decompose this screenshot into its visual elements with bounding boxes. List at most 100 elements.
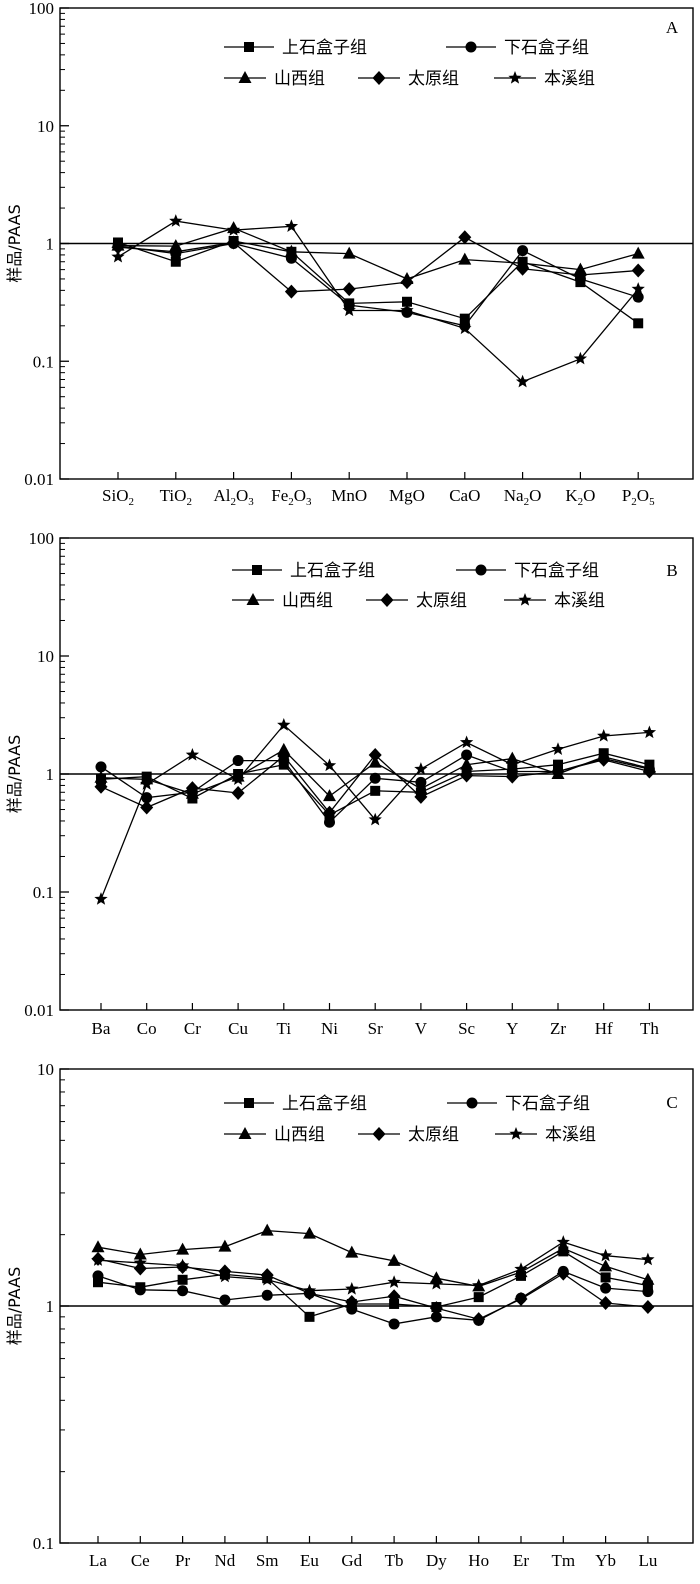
series-line-star [117, 220, 639, 383]
data-point-square [633, 318, 644, 329]
series-line-triangle [97, 1229, 649, 1288]
data-point-diamond [345, 1294, 359, 1309]
data-point-diamond [227, 235, 241, 250]
data-point-circle [346, 1303, 358, 1315]
data-point-star [185, 747, 200, 761]
data-point-star [631, 282, 645, 295]
legend-label: 上石盒子组 [290, 561, 375, 581]
data-point-triangle [277, 742, 291, 755]
data-point-star [94, 892, 108, 905]
data-point-triangle [260, 1223, 274, 1236]
x-tick-label: Lu [638, 1551, 657, 1570]
data-point-diamond [342, 282, 356, 297]
x-tick-label: La [89, 1551, 107, 1570]
series-line-square [97, 1250, 649, 1318]
x-tick-label: Er [513, 1551, 529, 1570]
x-tick-label: Hf [595, 1019, 613, 1038]
x-tick-label: MnO [331, 486, 367, 505]
legend-marker-diamond [372, 71, 386, 85]
data-point-circle [642, 1286, 654, 1298]
x-tick-label: Cu [228, 1019, 248, 1038]
series-line-triangle [117, 227, 639, 280]
data-point-diamond [460, 768, 474, 783]
data-point-star [642, 725, 657, 739]
data-point-triangle [556, 1241, 570, 1254]
data-point-star [322, 758, 337, 772]
data-point-star [458, 321, 472, 335]
x-tick-label: Sr [368, 1019, 383, 1038]
data-point-triangle [176, 1242, 190, 1255]
data-point-star [302, 1283, 317, 1297]
data-point-circle [388, 1318, 400, 1330]
legend-label: 太原组 [408, 69, 459, 89]
data-point-star [597, 728, 611, 742]
data-point-diamond [169, 244, 183, 259]
data-point-star [342, 303, 356, 317]
legend-marker-triangle [238, 71, 252, 83]
panel-label: B [666, 561, 677, 580]
legend-marker-circle [466, 1097, 478, 1109]
data-point-star [284, 219, 299, 232]
data-point-triangle [631, 246, 645, 259]
data-point-square [459, 313, 470, 324]
y-tick-label: 10 [37, 117, 54, 136]
legend-label: 山西组 [274, 69, 325, 89]
x-tick-label: MgO [389, 486, 425, 505]
data-point-circle [141, 792, 153, 804]
data-point-diamond [414, 789, 428, 804]
data-point-circle [600, 1282, 612, 1294]
data-point-star [514, 1262, 528, 1275]
series-line-circle [117, 242, 639, 327]
legend-label: 上石盒子组 [282, 1094, 367, 1114]
series-line-circle [97, 1270, 648, 1325]
data-point-star [515, 374, 530, 388]
data-point-circle [134, 1284, 146, 1296]
y-tick-label: 0.01 [24, 470, 54, 489]
data-point-star [111, 249, 125, 263]
series-line-star [97, 1241, 648, 1292]
x-tick-label: Co [137, 1019, 157, 1038]
data-point-circle [369, 772, 381, 784]
data-point-star [551, 742, 565, 755]
data-point-triangle [94, 770, 108, 783]
data-point-diamond [514, 1292, 528, 1307]
x-tick-label: Dy [426, 1551, 447, 1570]
data-point-diamond [599, 1295, 613, 1310]
data-point-triangle [599, 1259, 613, 1272]
legend-label: 下石盒子组 [514, 561, 599, 581]
data-point-star [556, 1235, 570, 1248]
data-point-circle [232, 755, 244, 767]
data-point-triangle [458, 252, 472, 265]
data-point-star [414, 762, 428, 775]
data-point-star [345, 1281, 359, 1295]
data-point-circle [92, 1270, 104, 1282]
data-point-triangle [91, 1240, 105, 1253]
data-point-star [459, 735, 474, 749]
data-point-square [402, 296, 412, 307]
legend-label: 上石盒子组 [282, 38, 367, 58]
data-point-star [231, 772, 245, 786]
x-tick-label: TiO2 [160, 486, 192, 508]
panel-label: C [666, 1093, 677, 1112]
data-point-circle [219, 1294, 231, 1306]
y-tick-label: 1 [46, 1297, 55, 1316]
x-tick-label: V [415, 1019, 428, 1038]
data-point-triangle [641, 1272, 655, 1285]
legend-marker-circle [475, 564, 487, 576]
data-point-diamond [140, 800, 154, 815]
x-tick-label: Ba [92, 1019, 111, 1038]
data-point-triangle [284, 244, 298, 257]
data-point-diamond [516, 261, 530, 276]
x-tick-label: Eu [300, 1551, 319, 1570]
x-tick-label: Th [640, 1019, 659, 1038]
x-tick-label: Ti [277, 1019, 292, 1038]
data-point-star [169, 214, 183, 227]
legend-label: 本溪组 [545, 1125, 596, 1145]
panel-a: 0.01 0.1 1 10 100 样品/PAAS SiO2 TiO2 Al2O3 Fe2O3 Mn… [5, 0, 694, 508]
legend-marker-square [244, 42, 254, 52]
legend-label: 山西组 [282, 591, 333, 611]
legend-marker-triangle [246, 593, 260, 605]
x-tick-label: Na2O [504, 486, 542, 508]
y-tick-label: 1 [46, 235, 55, 254]
data-point-square [304, 1311, 315, 1322]
